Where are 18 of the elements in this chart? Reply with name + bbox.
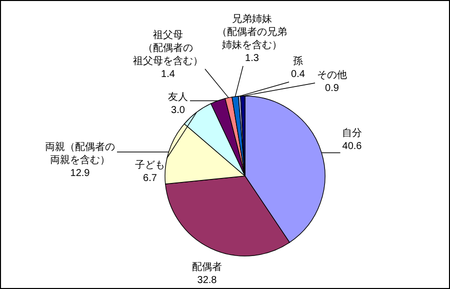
slice-label: 祖父母（配偶者の祖父母を含む）	[133, 29, 203, 67]
slice-label: 自分	[342, 127, 362, 139]
data-label: 32.8	[197, 275, 218, 286]
slice-label: 孫	[293, 55, 303, 67]
slice-label: 両親（配偶者の両親を含む）	[45, 141, 115, 166]
data-label: 0.4	[291, 69, 306, 80]
data-label: 12.9	[70, 168, 90, 179]
data-label: 3.0	[171, 105, 186, 116]
slice-label: 配偶者	[192, 261, 222, 273]
slice-label: その他	[317, 69, 347, 81]
data-label: 6.7	[143, 173, 158, 184]
data-label: 1.4	[161, 69, 176, 80]
data-label: 40.6	[342, 141, 362, 152]
slice-label: 友人	[168, 92, 188, 103]
slice-label: 子ども	[135, 160, 165, 171]
data-label: 0.9	[325, 83, 340, 94]
slice-label: 兄弟姉妹（配偶者の兄弟姉妹を含む）	[217, 13, 287, 51]
data-label: 1.3	[245, 53, 260, 64]
